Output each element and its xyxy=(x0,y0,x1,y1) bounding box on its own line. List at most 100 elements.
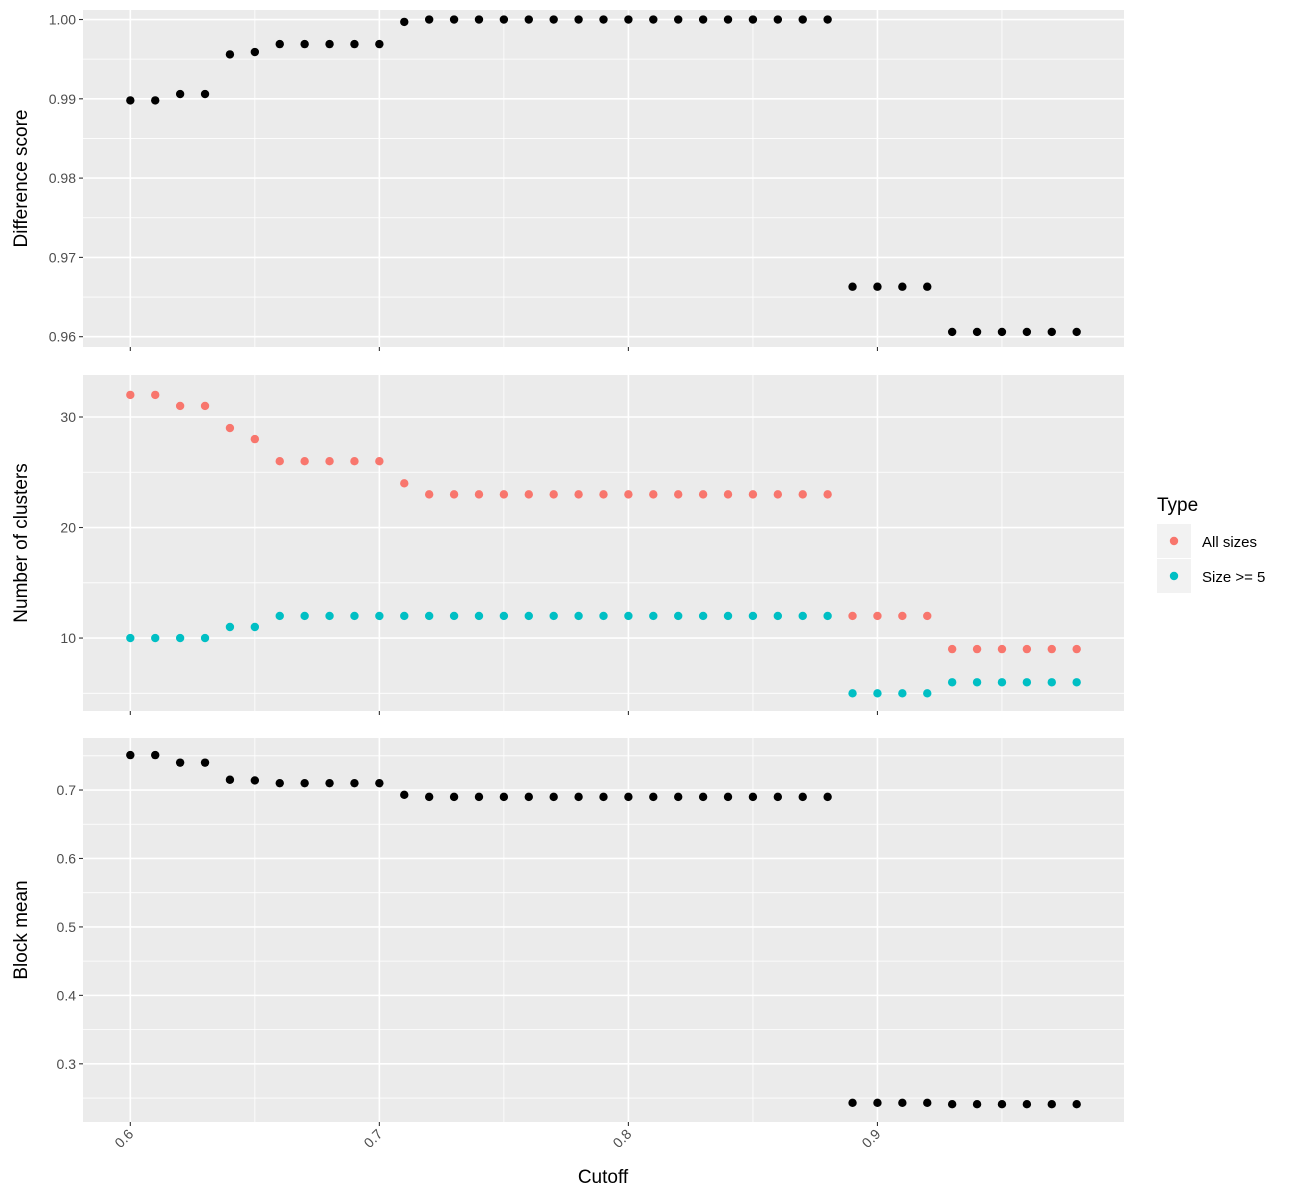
data-point xyxy=(325,611,334,621)
data-point xyxy=(375,457,384,466)
data-point xyxy=(474,792,484,802)
data-point xyxy=(723,611,733,621)
y-tick-label: 0.7 xyxy=(57,782,77,798)
data-point xyxy=(200,401,210,411)
data-point xyxy=(947,678,957,687)
data-point xyxy=(424,15,434,24)
data-point xyxy=(873,689,882,698)
series-2-points xyxy=(126,611,1081,698)
data-point xyxy=(624,15,633,24)
data-point xyxy=(1072,678,1081,687)
data-point xyxy=(574,792,583,802)
data-point xyxy=(524,792,533,802)
data-point xyxy=(798,792,807,802)
data-point xyxy=(624,792,633,802)
data-point xyxy=(474,611,484,621)
data-point xyxy=(151,390,160,400)
data-point xyxy=(549,490,558,499)
data-point xyxy=(449,792,459,802)
y-axis-title: Difference score xyxy=(11,110,32,248)
x-tick-label: 0.6 xyxy=(111,1126,136,1151)
data-point xyxy=(972,644,982,654)
y-tick-label: 0.5 xyxy=(57,919,77,935)
data-point xyxy=(350,611,359,621)
data-point xyxy=(175,89,185,99)
data-point xyxy=(424,611,434,621)
data-point xyxy=(225,50,235,59)
data-point xyxy=(200,89,210,99)
data-point xyxy=(848,689,857,698)
data-point xyxy=(499,15,509,24)
y-tick-label: 1.00 xyxy=(49,12,76,28)
data-point xyxy=(175,401,185,411)
data-point xyxy=(175,633,185,643)
data-point xyxy=(748,15,758,24)
data-point xyxy=(449,611,459,621)
legend-title: Type xyxy=(1157,495,1198,516)
data-point xyxy=(225,622,235,632)
data-point xyxy=(1022,1100,1032,1109)
data-point xyxy=(126,390,135,400)
data-point xyxy=(723,490,733,499)
data-point xyxy=(400,790,409,800)
data-point xyxy=(325,457,334,466)
data-point xyxy=(947,644,957,654)
data-point xyxy=(1072,1100,1081,1109)
data-point xyxy=(649,792,658,802)
panel-1: 0.96 0.97 0.98 0.99 1.00 Difference score xyxy=(11,10,1124,351)
legend-marker-size-5 xyxy=(1169,571,1179,581)
data-point xyxy=(947,1100,957,1109)
data-point xyxy=(873,282,882,291)
data-point xyxy=(250,434,260,444)
data-point xyxy=(375,39,384,49)
data-point xyxy=(350,457,359,466)
data-point xyxy=(524,611,533,621)
data-point xyxy=(848,282,857,291)
data-point xyxy=(574,490,583,499)
data-point xyxy=(300,457,309,466)
panel-3: 0.3 0.4 0.5 0.6 0.7 Block mean xyxy=(11,738,1124,1126)
data-point xyxy=(649,15,658,24)
data-point xyxy=(350,39,359,49)
data-point xyxy=(674,611,683,621)
data-point xyxy=(898,282,907,291)
data-point xyxy=(250,776,260,785)
data-point xyxy=(972,327,982,337)
data-point xyxy=(574,15,583,24)
data-point xyxy=(972,1100,982,1109)
data-point xyxy=(798,611,807,621)
data-point xyxy=(126,633,135,643)
data-point xyxy=(599,611,608,621)
data-point xyxy=(873,611,882,621)
data-point xyxy=(225,423,235,433)
series-1-points xyxy=(126,750,1081,1109)
data-point xyxy=(499,490,509,499)
data-point xyxy=(923,282,932,291)
data-point xyxy=(1022,644,1032,654)
data-point xyxy=(773,15,783,24)
data-point xyxy=(823,792,832,802)
data-point xyxy=(275,611,284,621)
y-tick-label: 0.96 xyxy=(49,329,76,345)
data-point xyxy=(923,689,932,698)
data-point xyxy=(649,611,658,621)
data-point xyxy=(773,611,783,621)
data-point xyxy=(1022,678,1032,687)
series-1-points xyxy=(126,390,1081,654)
data-point xyxy=(1047,327,1056,337)
data-point xyxy=(1047,678,1056,687)
data-point xyxy=(474,490,484,499)
legend-label-all-sizes: All sizes xyxy=(1202,534,1257,551)
data-point xyxy=(524,490,533,499)
y-tick-label: 0.99 xyxy=(49,91,76,107)
legend: Type All sizes Size >= 5 xyxy=(1157,495,1265,593)
data-point xyxy=(823,490,832,499)
data-point xyxy=(400,611,409,621)
data-point xyxy=(823,15,832,24)
data-point xyxy=(798,15,807,24)
data-point xyxy=(798,490,807,499)
data-point xyxy=(424,490,434,499)
data-point xyxy=(873,1098,882,1108)
data-point xyxy=(997,327,1007,337)
x-tick-label: 0.8 xyxy=(609,1126,634,1151)
